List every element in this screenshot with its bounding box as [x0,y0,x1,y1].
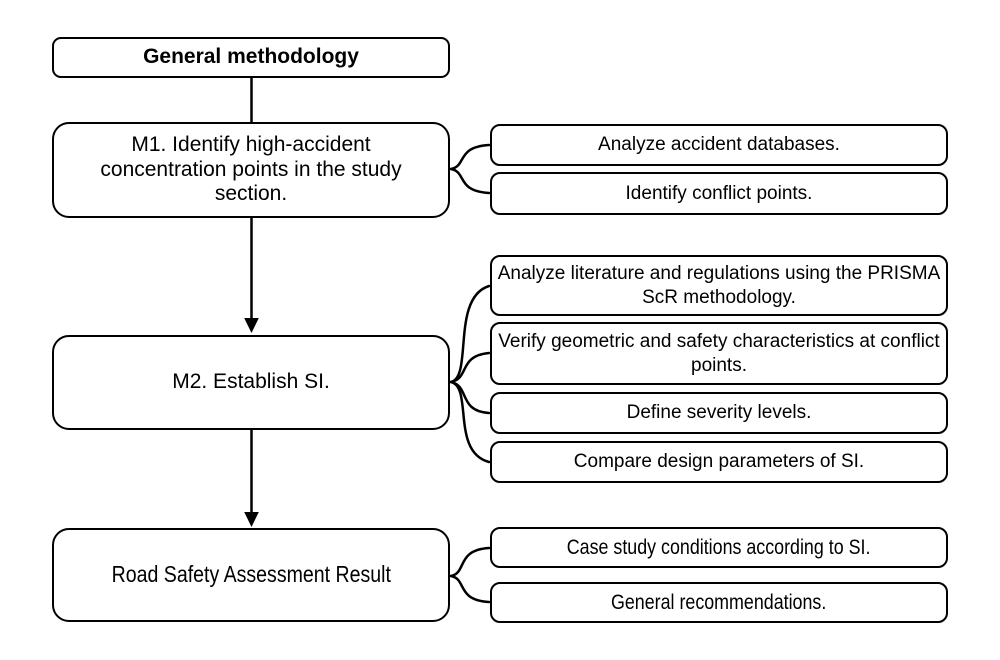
brace-result-branch-0 [449,546,491,578]
branch-label: Analyze accident databases. [598,134,840,156]
brace-m2-branch-0 [449,284,491,384]
arrowhead-m2-result [244,512,259,527]
branch-label: Verify geometric and safety characterist… [498,330,940,376]
branch-label: Define severity levels. [626,402,812,424]
brace-m2-branch-2 [449,380,491,415]
brace-m1-branch-1 [449,167,491,195]
step-box-result: Road Safety Assessment Result [52,528,450,622]
brace-m1-branch-0 [449,143,491,171]
step-box-m1: M1. Identify high-accident concentration… [52,122,450,218]
step-box-m2: M2. Establish SI. [52,335,450,430]
branch-box-general-recommendations: General recommendations. [490,582,948,623]
branch-box-case-study-conditions: Case study conditions according to SI. [490,527,948,568]
branch-label: Identify conflict points. [625,182,813,204]
brace-m2-branch-1 [449,351,491,384]
step-label-m1: M1. Identify high-accident concentration… [100,133,402,206]
branch-box-analyze-literature: Analyze literature and regulations using… [490,255,948,316]
branch-box-analyze-accident-databases: Analyze accident databases. [490,124,948,166]
branch-label: General recommendations. [611,590,827,614]
branch-label: Analyze literature and regulations using… [497,262,941,308]
branch-label: Case study conditions according to SI. [567,535,871,559]
step-label-m2: M2. Establish SI. [172,370,330,394]
branch-box-define-severity-levels: Define severity levels. [490,392,948,434]
title-box: General methodology [52,37,450,78]
flowchart-title: General methodology [143,45,359,69]
arrowhead-m1-m2 [244,318,259,333]
step-label-result: Road Safety Assessment Result [111,561,391,588]
branch-box-identify-conflict-points: Identify conflict points. [490,172,948,215]
brace-m2-branch-3 [449,380,491,464]
branch-label: Compare design parameters of SI. [573,451,865,473]
brace-result-branch-1 [449,574,491,604]
branch-box-verify-geometric: Verify geometric and safety characterist… [490,322,948,385]
branch-box-compare-design-parameters: Compare design parameters of SI. [490,441,948,483]
